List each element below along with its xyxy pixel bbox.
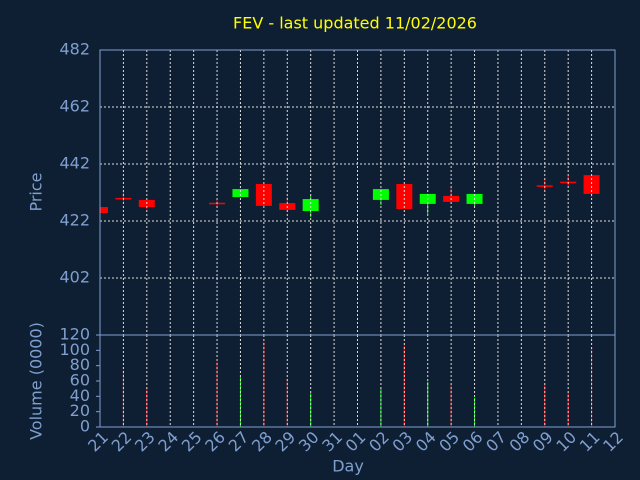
y2-tick-label: 80 <box>70 355 90 374</box>
x-tick-label: 12 <box>599 428 627 456</box>
candle-body <box>583 175 600 194</box>
candle-body <box>302 199 319 212</box>
candle-body <box>396 183 413 210</box>
y2-tick-label: 0 <box>80 417 90 436</box>
volume-frame <box>99 334 616 428</box>
y-axis-label: Price <box>27 172 46 211</box>
candle-body <box>100 207 108 214</box>
y-tick-label: 462 <box>59 97 90 116</box>
y2-tick-label: 120 <box>59 325 90 344</box>
candle-body <box>232 189 249 198</box>
x-axis-label: Day <box>332 457 364 476</box>
price-frame <box>99 49 616 336</box>
y2-tick-label: 60 <box>70 371 90 390</box>
y-tick-label: 402 <box>59 268 90 287</box>
y-tick-label: 422 <box>59 211 90 230</box>
y2-axis-label: Volume (0000) <box>27 322 46 440</box>
price-panel <box>100 175 600 218</box>
axes: 4024224424624820204060801001202122232425… <box>59 40 627 456</box>
y-tick-label: 482 <box>59 40 90 59</box>
y2-tick-label: 100 <box>59 340 90 359</box>
y2-tick-label: 20 <box>70 401 90 420</box>
y-tick-label: 442 <box>59 154 90 173</box>
chart-title: FEV - last updated 11/02/2026 <box>233 14 477 33</box>
y2-tick-label: 40 <box>70 386 90 405</box>
